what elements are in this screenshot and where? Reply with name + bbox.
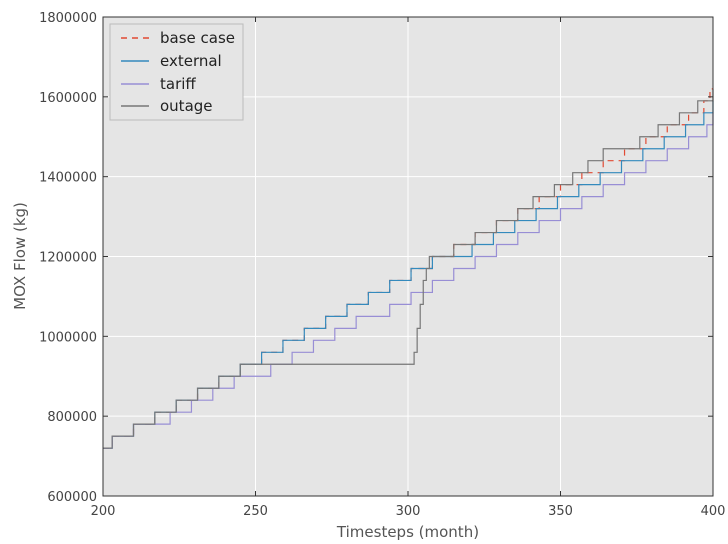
y-tick-label: 1800000 [39,11,97,26]
series-line-outage [103,88,714,449]
legend-label-outage: outage [160,97,213,115]
legend-label-external: external [160,52,222,70]
series-line-tariff [103,112,714,449]
x-tick-label: 200 [91,504,116,519]
legend: base case external tariff outage [109,23,244,121]
y-axis-label: MOX Flow (kg) [11,202,29,310]
x-tick-label: 400 [701,504,726,519]
x-tick-label: 300 [396,504,421,519]
plot-frame [102,16,714,497]
y-tick-label: 1200000 [39,251,97,266]
series-lines [103,88,714,449]
legend-label-base-case: base case [160,29,235,47]
x-tick-label: 350 [548,504,573,519]
y-tick-label: 600000 [47,490,97,505]
x-axis-label: Timesteps (month) [336,523,479,541]
axes: 200 250 300 350 400 600000 800000 1000000 120000… [39,11,725,519]
grid [102,16,714,497]
y-tick-label: 1600000 [39,91,97,106]
legend-box [109,23,244,121]
legend-label-tariff: tariff [160,75,196,93]
x-tick-label: 250 [243,504,268,519]
y-tick-label: 1400000 [39,171,97,186]
y-tick-label: 800000 [47,410,97,425]
y-tick-label: 1000000 [39,330,97,345]
